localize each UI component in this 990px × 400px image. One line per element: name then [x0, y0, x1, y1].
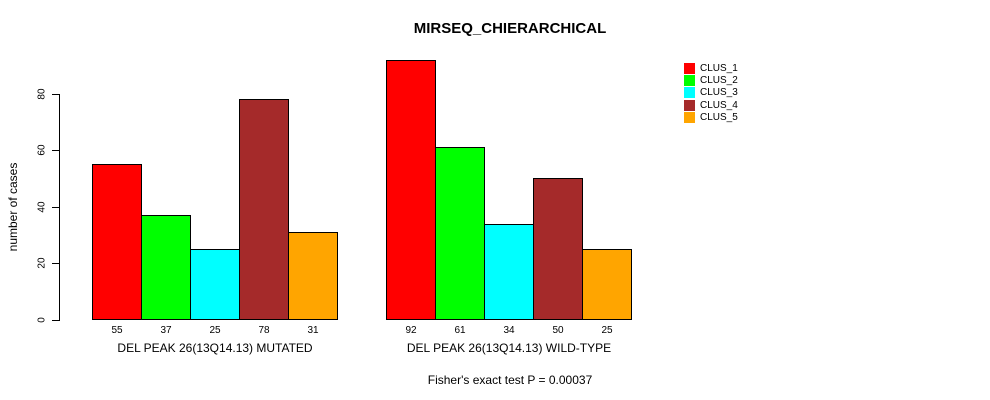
legend-swatch-clus_4	[684, 99, 695, 111]
legend-item: CLUS_5	[684, 111, 738, 123]
bar-value-label: 34	[503, 325, 515, 336]
bar-clus_4-group1	[239, 99, 289, 320]
y-tick	[52, 320, 59, 321]
bar-clus_1-group1	[92, 164, 142, 320]
y-tick-label: 60	[36, 144, 48, 156]
bar-clus_5-group2	[582, 249, 632, 320]
legend: CLUS_1 CLUS_2 CLUS_3 CLUS_4 CLUS_5	[684, 62, 738, 123]
legend-item: CLUS_2	[684, 74, 738, 86]
legend-swatch-clus_3	[684, 87, 695, 99]
y-tick	[52, 150, 59, 151]
bar-value-label: 31	[307, 325, 319, 336]
y-tick-label: 80	[36, 88, 48, 100]
legend-label: CLUS_1	[700, 62, 738, 74]
legend-label: CLUS_5	[700, 111, 738, 123]
legend-item: CLUS_4	[684, 99, 738, 111]
y-tick-label: 0	[36, 317, 48, 323]
bar-value-label: 25	[209, 325, 221, 336]
y-tick-label: 40	[36, 201, 48, 213]
bar-value-label: 92	[405, 325, 417, 336]
y-tick	[52, 207, 59, 208]
legend-label: CLUS_3	[700, 87, 738, 99]
bar-value-label: 25	[601, 325, 613, 336]
bar-value-label: 78	[258, 325, 270, 336]
y-axis-line	[59, 94, 60, 321]
chart-title: MIRSEQ_CHIERARCHICAL	[413, 20, 607, 37]
legend-item: CLUS_3	[684, 87, 738, 99]
legend-swatch-clus_5	[684, 111, 695, 123]
group-label: DEL PEAK 26(13Q14.13) MUTATED	[117, 341, 313, 355]
bar-clus_4-group2	[533, 178, 583, 320]
y-tick	[52, 263, 59, 264]
y-axis-label: number of cases	[6, 162, 20, 252]
stat-annotation: Fisher's exact test P = 0.00037	[427, 373, 593, 387]
bar-clus_5-group1	[288, 232, 338, 320]
bar-clus_2-group1	[141, 215, 191, 320]
bar-value-label: 61	[454, 325, 466, 336]
bar-value-label: 55	[111, 325, 123, 336]
legend-label: CLUS_2	[700, 74, 738, 86]
y-tick-label: 20	[36, 257, 48, 269]
group-label: DEL PEAK 26(13Q14.13) WILD-TYPE	[406, 341, 612, 355]
legend-swatch-clus_1	[684, 62, 695, 74]
legend-item: CLUS_1	[684, 62, 738, 74]
bar-clus_3-group1	[190, 249, 240, 320]
bar-clus_1-group2	[386, 60, 436, 320]
bar-clus_2-group2	[435, 147, 485, 320]
bar-value-label: 37	[160, 325, 172, 336]
bar-clus_3-group2	[484, 224, 534, 320]
y-tick	[52, 94, 59, 95]
legend-label: CLUS_4	[700, 99, 738, 111]
legend-swatch-clus_2	[684, 74, 695, 86]
bar-value-label: 50	[552, 325, 564, 336]
